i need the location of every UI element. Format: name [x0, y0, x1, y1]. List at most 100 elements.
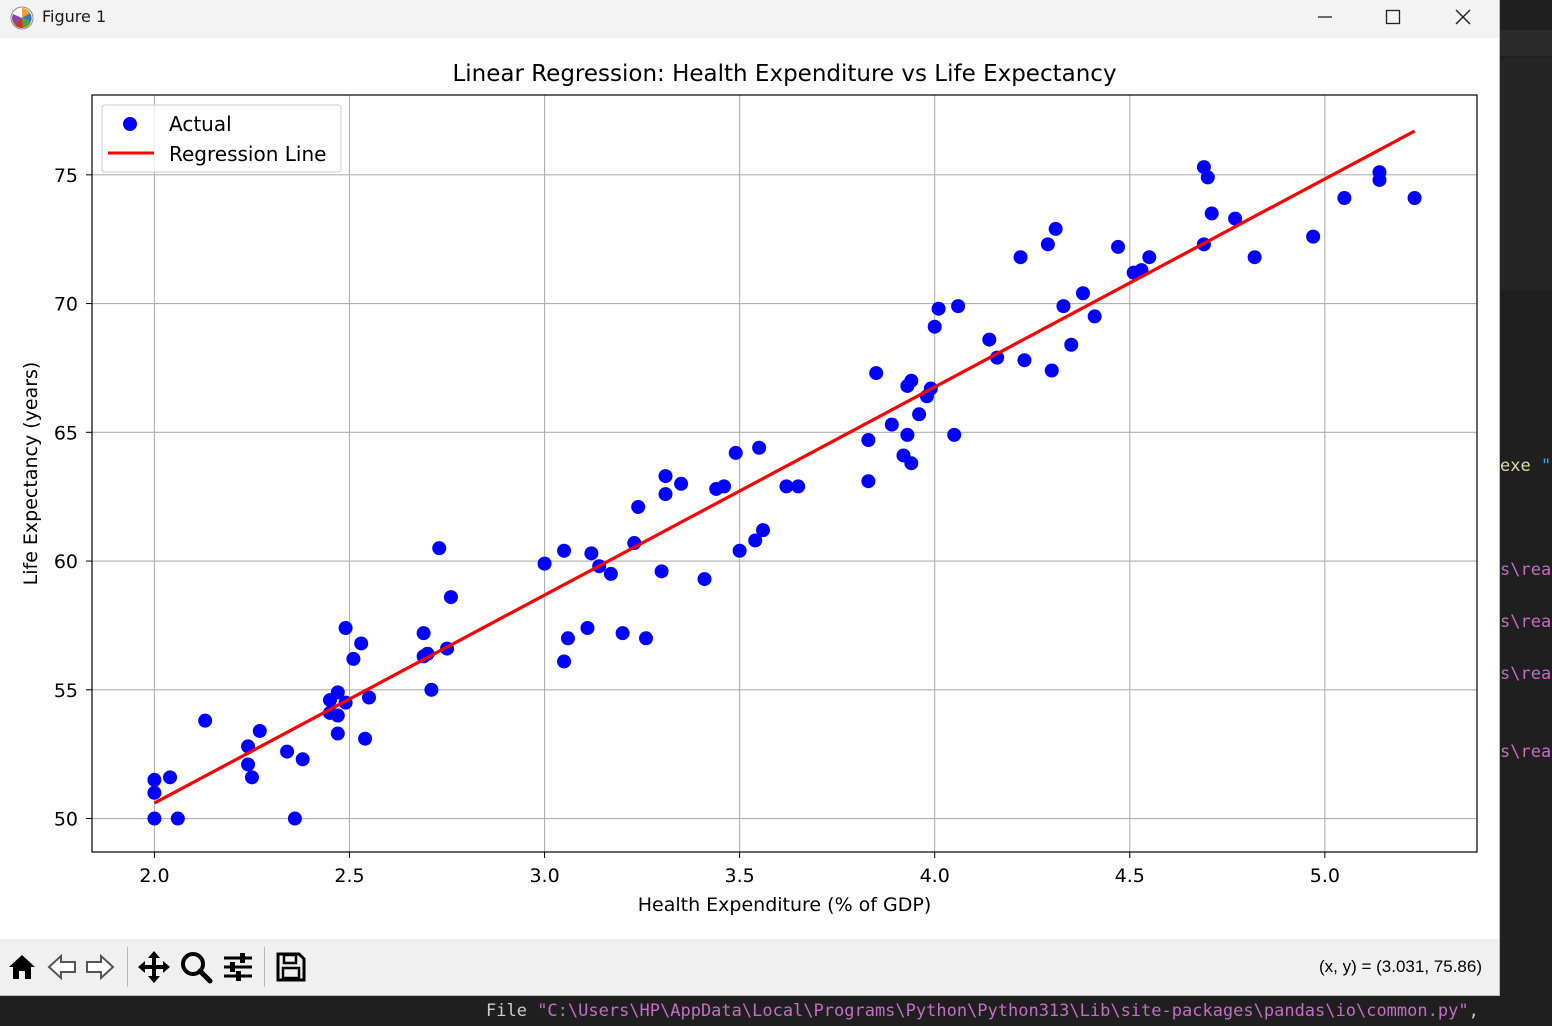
data-point: [1064, 337, 1079, 352]
minimize-button[interactable]: [1290, 0, 1360, 34]
terminal-tab-strip: [1500, 30, 1552, 56]
legend-label-regression: Regression Line: [169, 142, 326, 166]
data-point: [354, 636, 369, 651]
y-tick-label: 60: [54, 551, 78, 573]
forward-button[interactable]: [80, 947, 120, 987]
close-button[interactable]: [1428, 0, 1498, 34]
data-point: [1040, 237, 1055, 252]
save-button[interactable]: [271, 947, 311, 987]
data-point: [424, 682, 439, 697]
x-tick-label: 3.0: [529, 865, 559, 887]
figure-canvas[interactable]: 2.0 2.5 3.0 3.5 4.0 4.5 5.0 50 55 60 65 70 75 Linear…: [0, 38, 1499, 939]
terminal-exe-text: exe: [1500, 456, 1541, 476]
data-point: [603, 566, 618, 581]
data-point: [1075, 286, 1090, 301]
data-point: [884, 417, 899, 432]
data-point: [697, 572, 712, 587]
data-point: [537, 556, 552, 571]
data-point: [752, 440, 767, 455]
window-title: Figure 1: [42, 7, 107, 26]
data-point: [147, 772, 162, 787]
data-point: [1228, 211, 1243, 226]
regression-line: [153, 129, 1416, 805]
legend-label-actual: Actual: [169, 112, 232, 136]
data-point: [732, 543, 747, 558]
x-axis-label: Health Expenditure (% of GDP): [638, 894, 932, 916]
chart-svg[interactable]: 2.0 2.5 3.0 3.5 4.0 4.5 5.0 50 55 60 65 70 75 Linear…: [0, 38, 1499, 939]
data-point: [639, 631, 653, 646]
data-point: [443, 590, 458, 605]
x-tick-label: 4.5: [1115, 865, 1145, 887]
data-point: [147, 785, 162, 800]
terminal-path-line: s\rea: [1500, 664, 1552, 684]
data-point: [147, 811, 162, 826]
data-point: [1200, 170, 1215, 185]
home-button[interactable]: [2, 947, 42, 987]
data-point: [931, 301, 946, 316]
data-point: [1142, 250, 1157, 265]
data-point: [346, 651, 361, 666]
data-point: [748, 533, 763, 548]
data-point: [900, 427, 915, 442]
data-point: [1056, 299, 1071, 314]
terminal-file-keyword: File: [486, 1001, 538, 1021]
toolbar-separator: [264, 947, 265, 987]
zoom-icon: [181, 952, 213, 984]
data-point: [330, 708, 345, 723]
data-point: [951, 299, 966, 314]
configure-subplots-button[interactable]: [218, 947, 258, 987]
y-tick-label: 65: [54, 422, 78, 444]
data-point: [244, 770, 259, 785]
data-point: [869, 366, 884, 381]
data-point: [791, 479, 806, 494]
forward-arrow-icon: [86, 953, 115, 981]
data-point: [904, 456, 919, 471]
data-point: [560, 631, 575, 646]
data-point: [658, 487, 673, 502]
x-tick-label: 3.5: [725, 865, 755, 887]
title-bar[interactable]: Figure 1: [0, 0, 1499, 38]
pan-button[interactable]: [134, 947, 174, 987]
y-tick-label: 70: [54, 294, 78, 316]
data-point: [674, 476, 689, 491]
back-button[interactable]: [42, 947, 82, 987]
save-icon: [276, 952, 306, 982]
data-point: [912, 407, 927, 422]
data-point: [1017, 353, 1032, 368]
figure-window: Figure 1 2.0 2.5 3.0 3.5 4.0 4.5 5.0 50 55 60 65 70…: [0, 0, 1500, 996]
x-tick-label: 4.0: [920, 865, 950, 887]
data-point: [338, 620, 353, 635]
minimize-icon: [1318, 16, 1332, 18]
data-point: [982, 332, 997, 347]
data-point: [1111, 239, 1126, 254]
chart-title: Linear Regression: Health Expenditure vs…: [452, 61, 1116, 87]
data-point: [615, 626, 630, 641]
legend-box: [101, 104, 342, 173]
legend: Actual Regression Line: [101, 104, 342, 173]
data-point: [947, 427, 962, 442]
data-point: [432, 541, 447, 556]
pan-icon: [138, 951, 170, 983]
terminal-comma: ,: [1468, 1001, 1479, 1021]
y-tick-label: 75: [54, 165, 78, 187]
data-point: [728, 445, 743, 460]
data-point: [1044, 363, 1059, 378]
axes-frame: [91, 94, 1478, 853]
terminal-exe-line: exe ": [1500, 456, 1551, 476]
close-icon: [1455, 9, 1471, 25]
data-point: [1372, 165, 1387, 180]
y-axis-label: Life Expectancy (years): [20, 362, 42, 586]
data-point: [1204, 206, 1219, 221]
terminal-quote-text: ": [1540, 456, 1552, 476]
zoom-button[interactable]: [176, 947, 216, 987]
data-point: [416, 626, 431, 641]
terminal-file-path: "C:\Users\HP\AppData\Local\Programs\Pyth…: [537, 1001, 1469, 1021]
y-tick-label: 55: [54, 680, 78, 702]
matplotlib-app-icon: [10, 6, 34, 30]
x-tick-label: 2.5: [334, 865, 364, 887]
data-point: [1337, 190, 1352, 205]
data-point: [330, 726, 345, 741]
maximize-button[interactable]: [1358, 0, 1428, 34]
terminal-path-line: s\rea: [1500, 560, 1552, 580]
toolbar-separator: [127, 947, 128, 987]
